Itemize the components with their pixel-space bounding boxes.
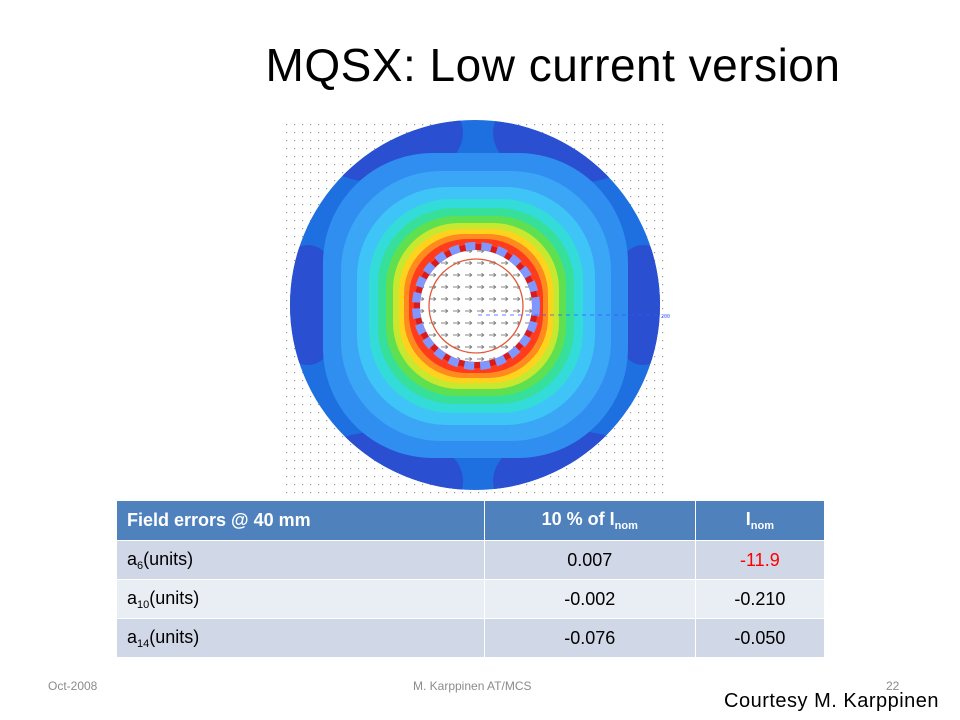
header-field-errors: Field errors @ 40 mm — [117, 501, 485, 541]
row-name-prefix: a — [127, 626, 138, 647]
header-inom-label: I — [745, 509, 751, 529]
field-map-figure: 200 — [283, 113, 683, 498]
cell-10pct: -0.076 — [484, 618, 696, 657]
cell-10pct: 0.007 — [484, 540, 696, 580]
table-row: a6(units) 0.007 -11.9 — [117, 540, 824, 580]
table-row: a14(units) -0.076 -0.050 — [117, 618, 824, 657]
field-errors-table: Field errors @ 40 mm 10 % of Inom Inom a… — [117, 501, 824, 657]
row-name-suffix: (units) — [149, 587, 200, 608]
slide-title: MQSX: Low current version — [265, 39, 841, 91]
cell-inom: -0.050 — [695, 618, 824, 657]
cell-10pct: -0.002 — [484, 579, 696, 619]
svg-text:200: 200 — [661, 314, 670, 320]
row-name-a6: a6(units) — [117, 540, 485, 580]
cell-inom: -0.210 — [695, 579, 824, 619]
footer-author: M. Karppinen AT/MCS — [413, 679, 532, 693]
courtesy-note: Courtesy M. Karppinen — [724, 690, 940, 712]
header-inom-sub: nom — [750, 520, 774, 532]
row-name-sub: 6 — [137, 559, 144, 572]
field-map-icon: 200 — [283, 118, 670, 496]
row-name-prefix: a — [127, 548, 138, 569]
row-name-prefix: a — [127, 587, 138, 608]
table-header-row: Field errors @ 40 mm 10 % of Inom Inom — [117, 501, 824, 541]
row-name-suffix: (units) — [143, 548, 194, 569]
cell-inom: -11.9 — [695, 540, 824, 580]
footer-page-number: 22 — [886, 679, 900, 693]
header-inom: Inom — [695, 501, 824, 541]
table-row: a10(units) -0.002 -0.210 — [117, 579, 824, 619]
header-10pct-sub: nom — [614, 520, 638, 532]
header-10pct-label: 10 % of I — [541, 509, 615, 529]
row-name-a14: a14(units) — [117, 618, 485, 657]
row-name-sub: 10 — [137, 598, 150, 611]
row-name-a10: a10(units) — [117, 579, 485, 619]
footer-date: Oct-2008 — [48, 679, 98, 693]
row-name-suffix: (units) — [149, 626, 200, 647]
row-name-sub: 14 — [137, 637, 150, 650]
header-10pct-inom: 10 % of Inom — [484, 501, 696, 541]
